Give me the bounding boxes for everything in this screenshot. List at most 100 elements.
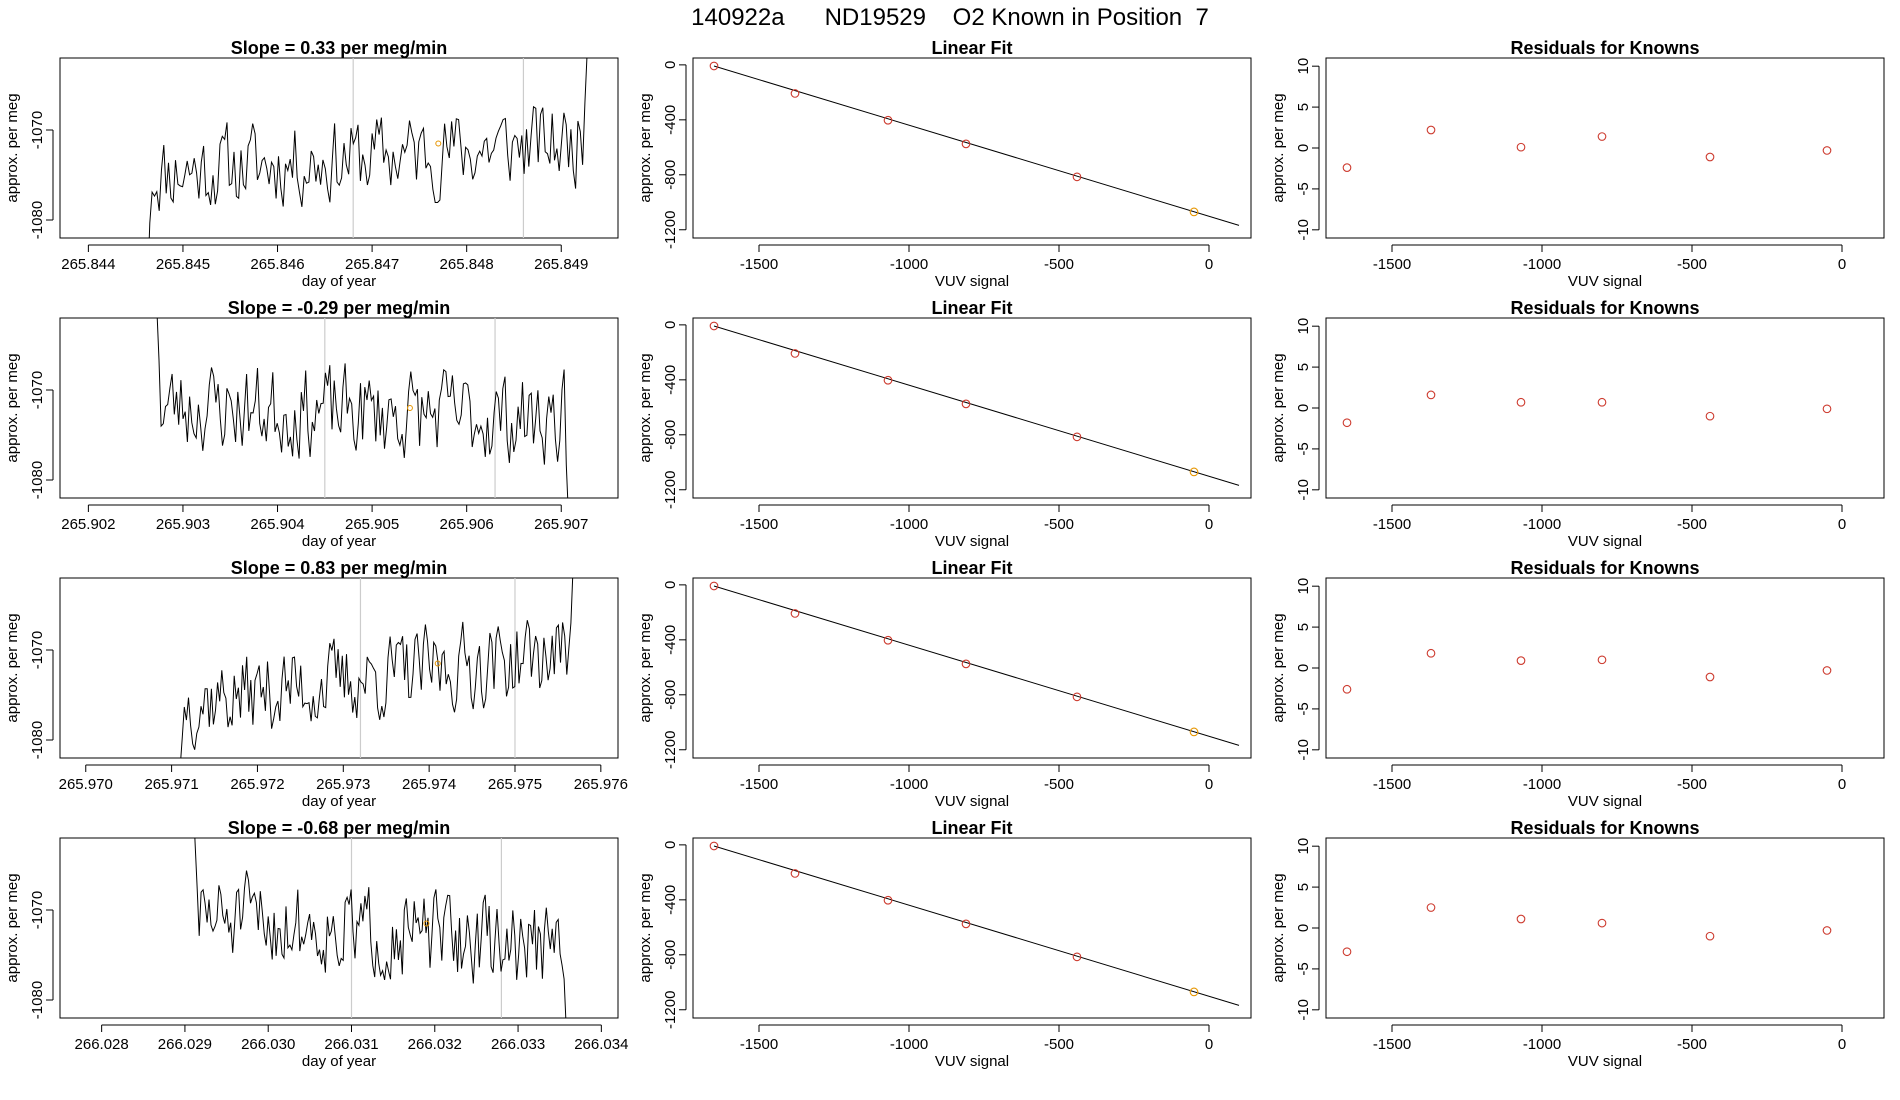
x-tick-label: 266.028 (75, 1036, 129, 1053)
chart-title: Residuals for Knowns (1510, 40, 1699, 58)
data-point (1597, 132, 1607, 141)
x-axis-label: VUV signal (935, 533, 1009, 550)
x-tick-label: 266.033 (491, 1036, 545, 1053)
sample-marker (406, 405, 413, 411)
y-tick-label: -10 (1295, 739, 1312, 761)
sample-marker (434, 660, 441, 667)
data-point (961, 919, 971, 929)
data-point (1822, 666, 1832, 675)
data-point (1342, 418, 1352, 428)
x-tick-label: -500 (1044, 256, 1074, 273)
residuals-panel-2: Residuals for Knowns -1500 -1000 -500 0 10 5 0 -… (1266, 298, 1899, 560)
y-tick-label: 10 (1295, 838, 1312, 855)
x-tick-label: -500 (1044, 1036, 1074, 1053)
y-tick-label: 0 (662, 321, 679, 329)
y-tick-label: 10 (1295, 578, 1312, 595)
y-tick-label: -800 (662, 680, 679, 710)
x-tick-label: -500 (1044, 776, 1074, 793)
data-point (1426, 903, 1436, 912)
y-tick-label: -1200 (662, 471, 679, 509)
plot-frame (1325, 57, 1885, 239)
chart-svg: Slope = 0.83 per meg/min 265.970 265.971 26… (4, 558, 628, 810)
x-tick-label: -1000 (890, 1036, 928, 1053)
y-tick-label: 5 (1295, 103, 1312, 111)
plot-area (156, 318, 569, 498)
y-axis-label: approx. per meg (637, 613, 654, 722)
y-tick-label: -1200 (662, 731, 679, 769)
data-point (1705, 152, 1715, 162)
y-tick-label: -5 (1295, 442, 1312, 455)
y-tick-label: -800 (662, 160, 679, 190)
plot-frame (692, 837, 1252, 1019)
chart-title: Slope = -0.68 per meg/min (228, 820, 451, 838)
y-tick-label: 0 (662, 581, 679, 589)
chart-svg: Linear Fit -1500 -1000 -500 0 0 -400 -800 -1200 V… (637, 38, 1252, 290)
data-point (790, 869, 800, 878)
series-trace (156, 318, 569, 498)
data-point (790, 349, 800, 358)
chart-svg: Slope = 0.33 per meg/min 265.844 265.845 26… (4, 38, 619, 290)
chart-svg: Residuals for Knowns -1500 -1000 -500 0 10 5 0 -… (1270, 818, 1885, 1070)
x-tick-label: -1000 (1523, 776, 1561, 793)
y-tick-label: -10 (1295, 479, 1312, 501)
data-point (1822, 926, 1832, 935)
x-axis-label: VUV signal (1568, 1053, 1642, 1070)
series-trace (180, 578, 574, 758)
plot-area (709, 61, 1240, 226)
data-point (1705, 672, 1715, 682)
plot-frame (59, 837, 619, 1019)
x-tick-label: -1500 (740, 776, 778, 793)
plot-frame (1325, 577, 1885, 759)
y-axis-label: approx. per meg (637, 873, 654, 982)
x-tick-label: -1000 (1523, 516, 1561, 533)
chart-svg: Linear Fit -1500 -1000 -500 0 0 -400 -800 -1200 V… (637, 818, 1252, 1070)
data-point (1426, 125, 1436, 135)
x-tick-label: 265.845 (156, 256, 210, 273)
x-axis-label: VUV signal (935, 1053, 1009, 1070)
x-tick-label: -500 (1677, 1036, 1707, 1053)
x-tick-label: 0 (1838, 1036, 1846, 1053)
x-tick-label: 266.029 (158, 1036, 212, 1053)
x-tick-label: 265.905 (345, 516, 399, 533)
x-tick-label: 265.972 (230, 776, 284, 793)
residuals-panel-1: Residuals for Knowns -1500 -1000 -500 0 10 5 0 -… (1266, 38, 1899, 300)
day-series-panel-1: Slope = 0.33 per meg/min 265.844 265.845 26… (0, 38, 633, 300)
y-tick-label: -400 (662, 625, 679, 655)
y-tick-label: -800 (662, 420, 679, 450)
x-tick-label: 0 (1838, 516, 1846, 533)
chart-title: Residuals for Knowns (1510, 560, 1699, 578)
x-tick-label: -1500 (740, 516, 778, 533)
chart-svg: Slope = -0.29 per meg/min 265.902 265.903 2… (4, 298, 619, 550)
data-point (1342, 947, 1352, 957)
x-tick-label: 265.847 (345, 256, 399, 273)
plot-area (709, 581, 1240, 746)
x-tick-label: -1000 (1523, 256, 1561, 273)
x-axis-label: VUV signal (935, 273, 1009, 290)
data-point (1072, 952, 1082, 962)
y-axis-label: approx. per meg (4, 873, 21, 982)
y-tick-label: 5 (1295, 623, 1312, 631)
linear-fit-panel-3: Linear Fit -1500 -1000 -500 0 0 -400 -800 -1200 V… (633, 558, 1266, 820)
data-point (1516, 142, 1526, 152)
y-tick-label: -1080 (29, 721, 46, 759)
data-point (1705, 411, 1715, 421)
x-axis-label: day of year (302, 793, 376, 810)
y-tick-label: 0 (662, 61, 679, 69)
plot-frame (692, 317, 1252, 499)
highlighted-point (1189, 467, 1199, 477)
y-tick-label: 0 (1295, 404, 1312, 412)
x-tick-label: 265.975 (488, 776, 542, 793)
y-tick-label: -400 (662, 365, 679, 395)
y-tick-label: -1070 (29, 111, 46, 149)
data-point (1822, 146, 1832, 155)
y-tick-label: 0 (1295, 144, 1312, 152)
y-tick-label: -1070 (29, 891, 46, 929)
data-point (1072, 172, 1082, 182)
y-axis-label: approx. per meg (4, 613, 21, 722)
highlighted-point (1189, 727, 1199, 737)
x-tick-label: -500 (1677, 776, 1707, 793)
data-point (883, 115, 893, 125)
y-axis-label: approx. per meg (1270, 353, 1287, 462)
plot-area (709, 321, 1240, 486)
data-point (709, 841, 719, 851)
